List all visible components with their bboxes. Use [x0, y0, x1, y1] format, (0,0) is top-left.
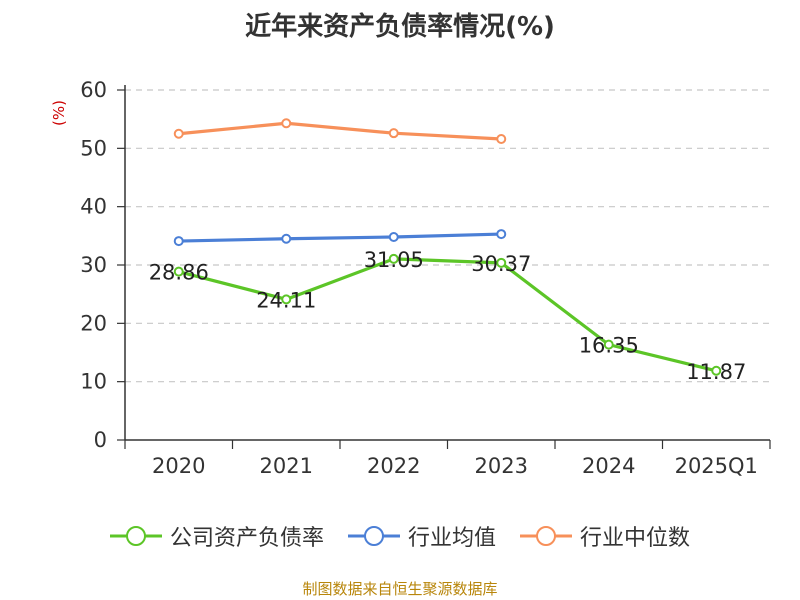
legend: 公司资产负债率 行业均值 行业中位数	[0, 520, 800, 552]
x-tick-label: 2022	[367, 454, 420, 478]
series-line-0	[178, 257, 717, 373]
legend-item-industry-mean[interactable]: 行业均值	[347, 520, 496, 552]
source-note: 制图数据来自恒生聚源数据库	[302, 580, 498, 598]
data-point-2	[496, 134, 507, 144]
legend-item-company[interactable]: 公司资产负债率	[109, 520, 324, 552]
data-label: 11.87	[686, 360, 746, 384]
data-point-1	[173, 236, 184, 247]
legend-swatch-industry-mean	[347, 526, 400, 546]
legend-label-company: 公司资产负债率	[169, 526, 324, 551]
series-line-2	[178, 121, 502, 141]
data-point-0	[603, 339, 614, 350]
data-label: 28.86	[149, 261, 209, 285]
data-point-2	[281, 118, 292, 129]
data-point-1	[388, 232, 399, 242]
data-point-1	[281, 233, 292, 244]
chart-title: 近年来资产负债率情况(%)	[245, 12, 555, 42]
x-tick-label: 2025Q1	[675, 454, 758, 478]
series-line-1	[178, 232, 502, 243]
legend-label-industry-mean: 行业均值	[407, 526, 496, 551]
y-tick-label: 30	[80, 253, 107, 277]
x-tick-label: 2023	[475, 454, 528, 478]
data-label: 31.05	[364, 248, 424, 272]
y-tick-label: 0	[94, 428, 107, 452]
y-tick-label: 60	[80, 78, 107, 102]
data-label: 16.35	[579, 334, 639, 358]
legend-swatch-company	[109, 526, 162, 546]
y-tick-label: 50	[80, 136, 107, 160]
data-label: 24.11	[256, 288, 316, 312]
data-point-0	[711, 365, 722, 376]
data-point-2	[388, 128, 399, 139]
data-label: 30.37	[471, 252, 531, 276]
data-point-0	[388, 253, 399, 264]
legend-item-industry-median[interactable]: 行业中位数	[520, 520, 690, 552]
data-point-1	[496, 229, 507, 240]
legend-label-industry-median: 行业中位数	[580, 526, 691, 551]
legend-swatch-industry-median	[520, 526, 572, 546]
data-point-2	[173, 128, 184, 139]
y-tick-label: 20	[80, 311, 107, 335]
x-tick-label: 2024	[582, 454, 635, 478]
data-point-0	[281, 294, 292, 305]
y-tick-label: 40	[80, 195, 107, 219]
data-point-0	[496, 257, 507, 268]
data-point-0	[173, 266, 184, 277]
x-tick-label: 2021	[260, 454, 313, 478]
x-tick-label: 2020	[152, 454, 205, 478]
y-tick-label: 10	[80, 370, 107, 394]
